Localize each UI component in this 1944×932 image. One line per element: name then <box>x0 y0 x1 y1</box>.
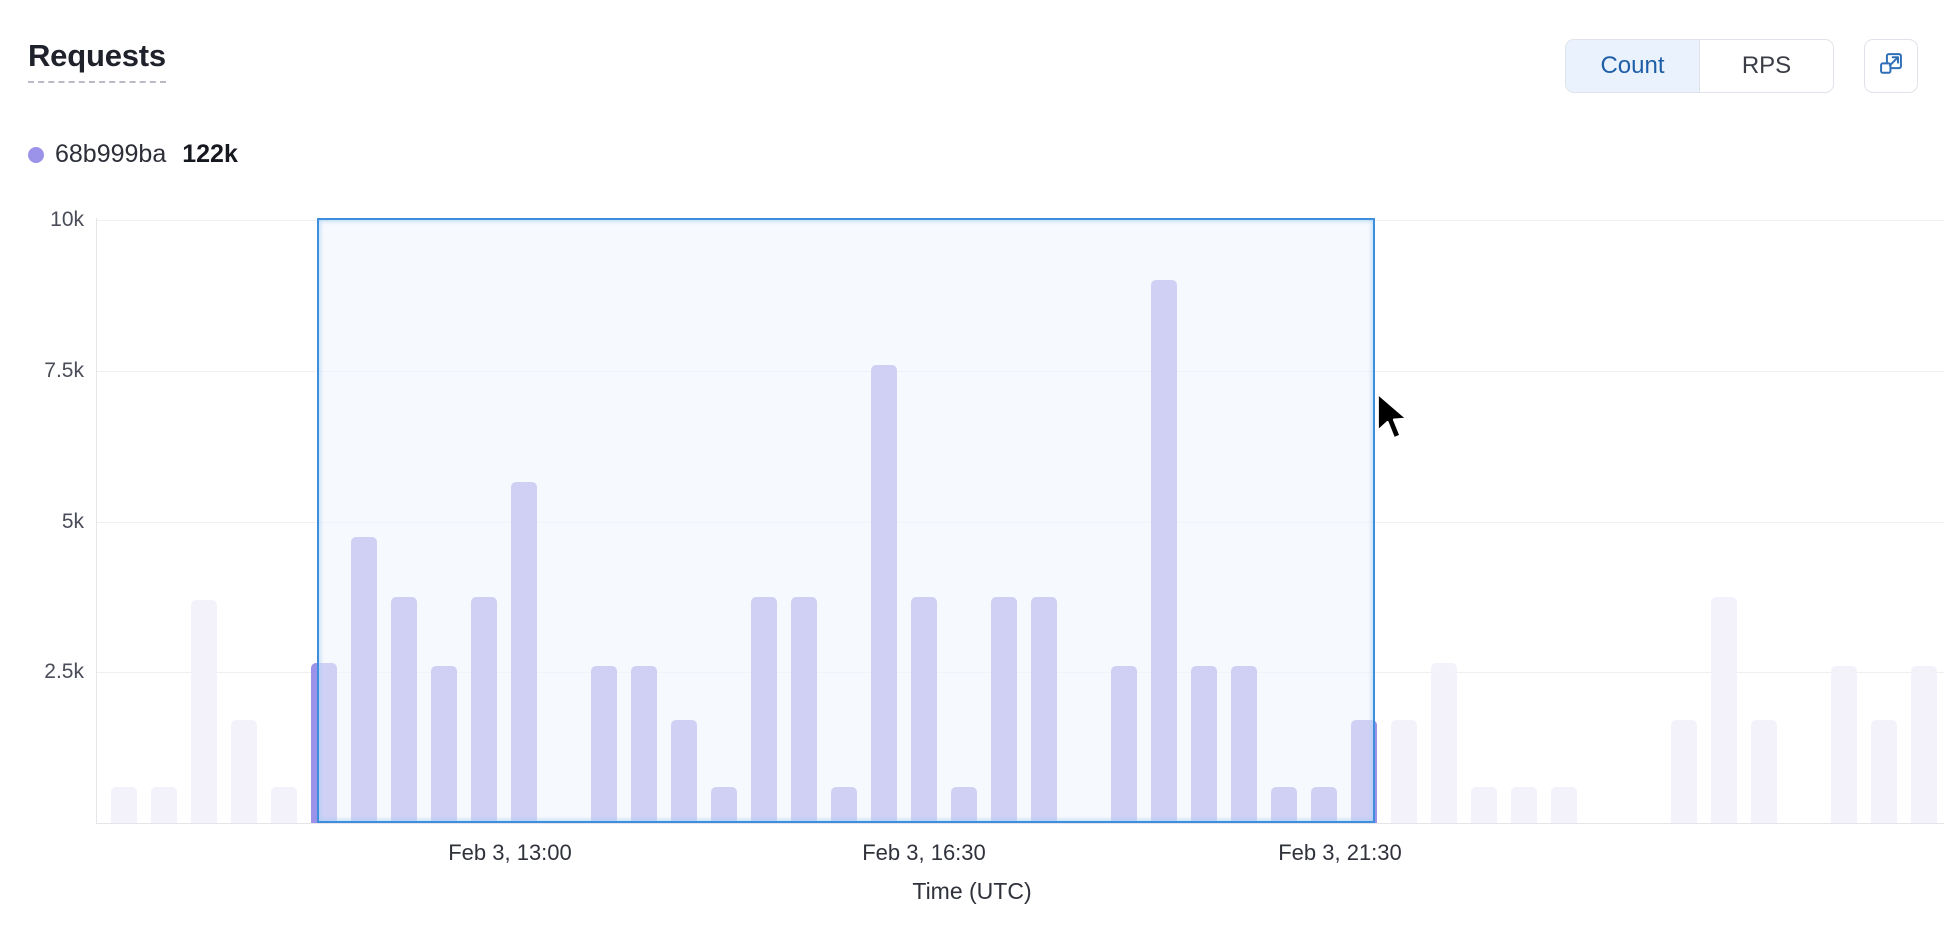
legend-total-value: 122k <box>182 140 238 168</box>
expand-button[interactable] <box>1864 39 1918 93</box>
x-axis-baseline <box>96 823 1944 824</box>
bar[interactable] <box>1751 720 1777 823</box>
bar[interactable] <box>671 720 697 823</box>
bar[interactable] <box>351 536 377 823</box>
bar[interactable] <box>711 786 737 823</box>
bar[interactable] <box>991 596 1017 823</box>
bar[interactable] <box>1031 596 1057 823</box>
x-tick-label: Feb 3, 16:30 <box>862 840 986 865</box>
count-rps-toggle[interactable]: Count RPS <box>1565 39 1834 93</box>
bar[interactable] <box>1151 280 1177 823</box>
bar[interactable] <box>111 786 137 823</box>
bar[interactable] <box>1551 786 1577 823</box>
bar[interactable] <box>911 596 937 823</box>
bar[interactable] <box>1871 720 1897 823</box>
y-tick-label: 2.5k <box>44 660 84 684</box>
bar[interactable] <box>831 786 857 823</box>
bar[interactable] <box>191 599 217 823</box>
y-axis-line <box>96 218 97 823</box>
gridline <box>96 220 1944 221</box>
x-tick-label: Feb 3, 21:30 <box>1278 840 1402 865</box>
bar[interactable] <box>591 666 617 823</box>
bar[interactable] <box>1911 666 1937 823</box>
bar[interactable] <box>151 786 177 823</box>
bar[interactable] <box>1671 720 1697 823</box>
tab-rps[interactable]: RPS <box>1700 40 1833 92</box>
bar[interactable] <box>871 364 897 823</box>
bar[interactable] <box>391 596 417 823</box>
bar[interactable] <box>631 666 657 823</box>
bar[interactable] <box>1711 596 1737 823</box>
mouse-cursor <box>1374 392 1414 449</box>
bar[interactable] <box>1231 666 1257 823</box>
gridline <box>96 672 1944 674</box>
bar[interactable] <box>271 786 297 823</box>
tab-count[interactable]: Count <box>1566 40 1699 92</box>
bar[interactable] <box>1471 786 1497 823</box>
bar[interactable] <box>1391 720 1417 823</box>
x-axis-title: Time (UTC) <box>912 878 1032 904</box>
bar[interactable] <box>1431 663 1457 823</box>
bar[interactable] <box>951 786 977 823</box>
page-title: Requests <box>28 38 166 83</box>
bar[interactable] <box>1311 786 1337 823</box>
legend-series-name: 68b999ba <box>55 140 167 168</box>
bar[interactable] <box>791 596 817 823</box>
chart-legend[interactable]: 68b999ba 122k <box>28 140 238 169</box>
expand-icon <box>1877 50 1905 83</box>
y-tick-label: 5k <box>61 509 84 533</box>
panel-header: Requests Count RPS <box>0 0 1944 108</box>
bar[interactable] <box>1831 666 1857 823</box>
bar[interactable] <box>431 666 457 823</box>
toggle-divider <box>1699 40 1700 92</box>
bar[interactable] <box>471 596 497 823</box>
bar[interactable] <box>751 596 777 823</box>
bar[interactable] <box>311 663 337 823</box>
x-tick-label: Feb 3, 13:00 <box>448 840 572 865</box>
bar[interactable] <box>1111 666 1137 823</box>
y-tick-label: 7.5k <box>44 358 84 382</box>
y-tick-label: 10k <box>50 208 84 231</box>
bar[interactable] <box>1351 720 1377 823</box>
bar[interactable] <box>511 482 537 823</box>
gridline <box>96 521 1944 523</box>
bar[interactable] <box>1511 786 1537 823</box>
brush-selection[interactable] <box>317 218 1375 823</box>
bar[interactable] <box>1191 666 1217 823</box>
legend-color-dot <box>28 146 44 163</box>
gridline <box>96 370 1944 372</box>
bar[interactable] <box>231 720 257 823</box>
bar[interactable] <box>1271 786 1297 823</box>
